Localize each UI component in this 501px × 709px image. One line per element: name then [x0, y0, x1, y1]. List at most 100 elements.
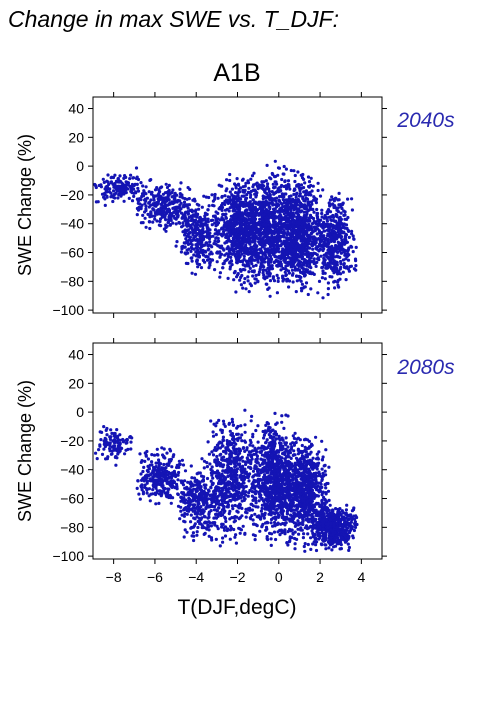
y-tick-label: −40 [60, 216, 84, 232]
scatter-point [189, 520, 193, 524]
scatter-point [256, 251, 260, 255]
scatter-point [233, 195, 237, 199]
scatter-point [354, 245, 358, 249]
scatter-point [321, 261, 325, 265]
scatter-point [338, 229, 342, 233]
scatter-point [205, 465, 209, 469]
scatter-point [205, 223, 209, 227]
scatter-point [322, 253, 326, 257]
scatter-point [237, 526, 241, 530]
scatter-point [148, 214, 152, 218]
scatter-point [128, 435, 132, 439]
scatter-point [282, 164, 286, 169]
scatter-point [218, 544, 222, 548]
scatter-point [246, 275, 250, 279]
scatter-point [329, 222, 333, 226]
scatter-point [186, 499, 190, 503]
scatter-point [207, 528, 211, 532]
scatter-point [292, 169, 296, 173]
scatter-point [278, 237, 282, 241]
scatter-point [124, 441, 128, 445]
scatter-point [316, 237, 320, 241]
scatter-point [232, 474, 236, 478]
scatter-point [264, 217, 268, 221]
scatter-point [243, 277, 247, 281]
scatter-point [184, 237, 188, 241]
scatter-point [223, 534, 228, 538]
scatter-point [187, 509, 191, 513]
scatter-point [250, 174, 255, 178]
scatter-point [268, 279, 273, 283]
scatter-point [250, 246, 254, 250]
scatter-point [298, 225, 302, 230]
scatter-point [226, 201, 230, 205]
scatter-point [271, 230, 275, 234]
scatter-point [190, 209, 195, 213]
scatter-point [237, 487, 241, 491]
scatter-point [106, 455, 110, 459]
scatter-point [326, 248, 330, 252]
scatter-point [114, 463, 118, 467]
scatter-point [318, 247, 322, 251]
scatter-point [337, 226, 341, 231]
scatter-point [290, 268, 294, 272]
scatter-point [148, 178, 152, 182]
scatter-point [204, 483, 208, 487]
scatter-point [228, 494, 232, 498]
scatter-point [183, 197, 187, 201]
scatter-point [155, 209, 159, 213]
scatter-point [320, 208, 324, 212]
scatter-point [338, 255, 342, 259]
scatter-point [195, 261, 199, 266]
scatter-point [339, 221, 343, 225]
scatter-point [302, 271, 306, 276]
scatter-point [110, 431, 114, 435]
scatter-point [300, 289, 304, 293]
scatter-point [142, 477, 147, 481]
scatter-point [216, 476, 220, 480]
scatter-point [183, 486, 187, 490]
scatter-point [149, 472, 153, 476]
scatter-point [235, 515, 239, 519]
scatter-point [204, 241, 208, 245]
scatter-point [349, 264, 353, 268]
scatter-point [198, 224, 202, 228]
scatter-point [94, 451, 98, 455]
scatter-point [244, 484, 248, 489]
scatter-point [146, 457, 150, 461]
scatter-point [268, 207, 272, 211]
scatter-point [157, 467, 161, 471]
scatter-point [300, 250, 304, 254]
scatter-point [162, 447, 166, 451]
scatter-point [243, 204, 247, 208]
scatter-point [255, 184, 260, 188]
scatter-point [226, 276, 230, 280]
scatter-point [114, 179, 118, 183]
scatter-point [287, 260, 291, 264]
scatter-point [275, 182, 279, 186]
scatter-point [158, 489, 162, 493]
scatter-point [225, 252, 229, 256]
scatter-point [321, 235, 325, 239]
scatter-point [143, 210, 147, 214]
scatter-point [187, 197, 191, 201]
scatter-point [287, 285, 291, 289]
scatter-point [282, 233, 286, 237]
scatter-point [194, 243, 198, 247]
scatter-point [191, 198, 195, 202]
scatter-point [257, 272, 261, 277]
scatter-point [307, 180, 312, 184]
scatter-point [309, 183, 313, 188]
scatter-point [198, 239, 203, 243]
scatter-point [229, 466, 233, 471]
scatter-point [289, 208, 293, 212]
scatter-point [182, 200, 187, 204]
scatter-point [321, 265, 325, 269]
scatter-point [159, 494, 163, 498]
scatter-point [202, 466, 206, 470]
scatter-point [304, 214, 308, 218]
y-tick-label: −20 [60, 187, 84, 203]
scatter-point [209, 509, 213, 513]
scatter-point [160, 474, 164, 478]
scatter-point [255, 181, 259, 185]
